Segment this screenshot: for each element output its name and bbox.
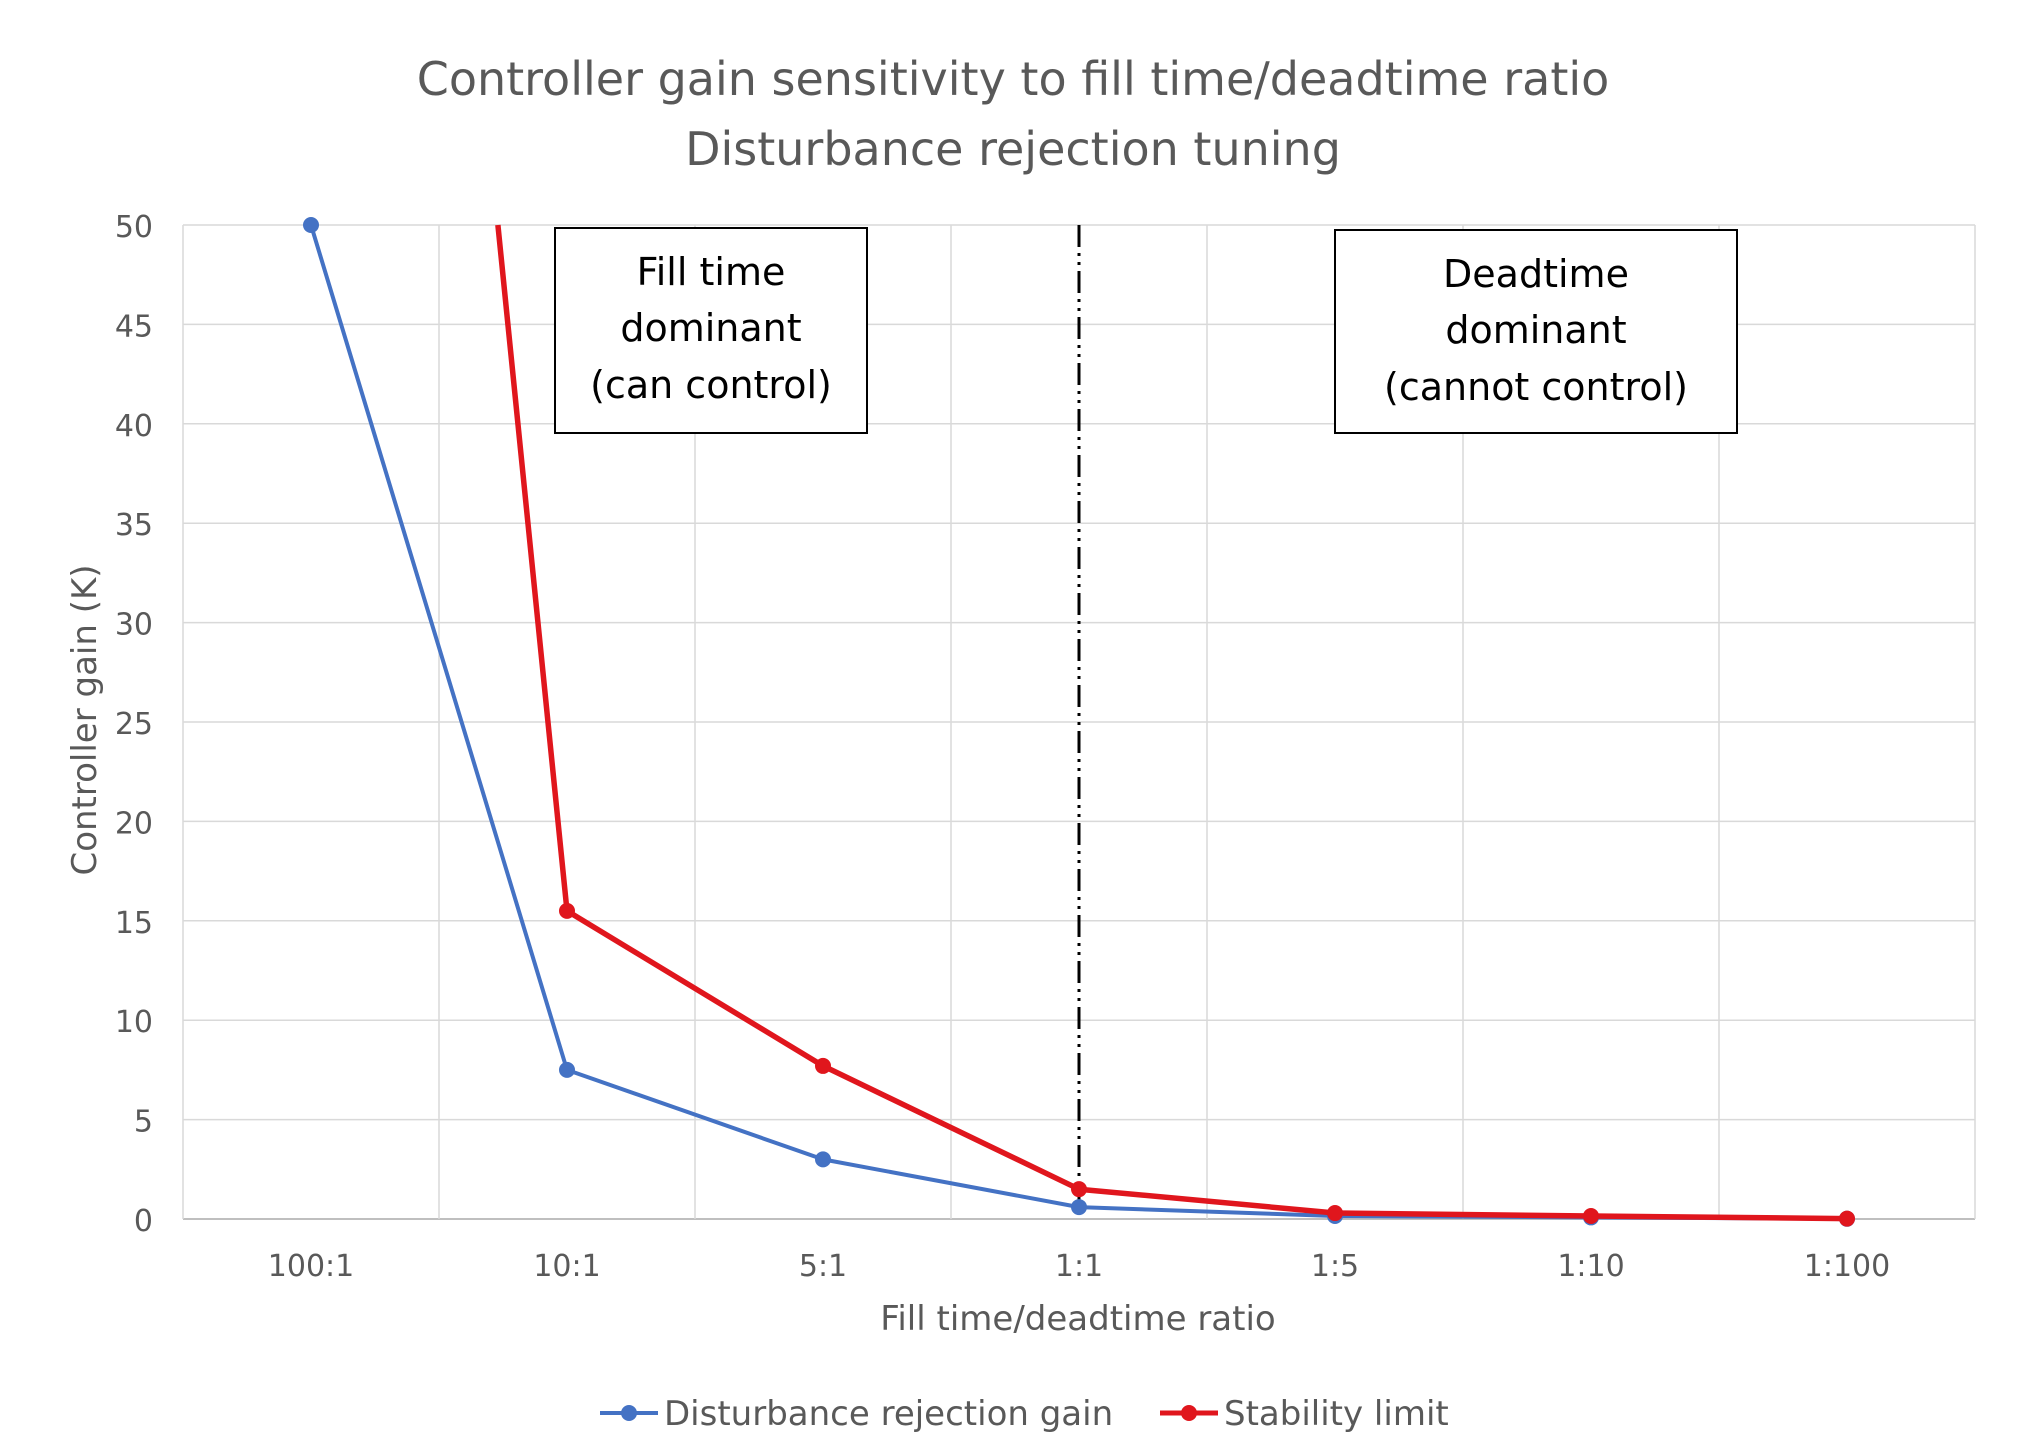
data-point-stability [1327,1205,1343,1222]
legend-label-disturbance: Disturbance rejection gain [664,1394,1113,1434]
series [303,217,1855,1227]
data-point-disturbance [815,1151,831,1168]
annotation-right-line1: Deadtime [1443,252,1629,296]
y-axis-title: Controller gain (K) [65,564,105,875]
data-point-disturbance [303,217,319,233]
annotation-left-line2: dominant [620,306,801,350]
y-tick-label: 20 [115,806,153,841]
y-tick-label: 30 [115,608,153,643]
data-point-stability [1839,1210,1855,1227]
annotation-left-line3: (can control) [590,363,832,407]
y-tick-label: 35 [115,508,153,543]
data-point-stability [559,902,575,919]
y-tick-label: 10 [115,1005,153,1040]
y-tick-label: 45 [115,309,153,344]
data-point-disturbance [559,1061,575,1078]
legend-label-stability: Stability limit [1224,1394,1449,1434]
y-tick-label: 50 [115,210,153,245]
chart-title-line1: Controller gain sensitivity to fill time… [417,52,1610,106]
y-tick-label: 40 [115,409,153,444]
chart-title-line2: Disturbance rejection tuning [685,122,1341,176]
x-tick-label: 10:1 [533,1249,600,1284]
data-point-disturbance [1071,1199,1087,1216]
data-point-stability [1583,1208,1599,1225]
legend-item-stability: Stability limit [1160,1394,1449,1434]
annotation-right-line2: dominant [1445,308,1626,352]
x-tick-label: 100:1 [268,1249,354,1284]
x-tick-label: 1:1 [1055,1249,1103,1284]
legend: Disturbance rejection gain Stability lim… [600,1394,1449,1434]
y-tick-label: 25 [115,707,153,742]
annotation-box-left: Fill time dominant (can control) [554,227,868,434]
data-point-stability [815,1057,831,1074]
y-tick-label: 5 [134,1105,153,1140]
annotation-right-line3: (cannot control) [1384,365,1688,409]
x-axis-title: Fill time/deadtime ratio [880,1299,1275,1339]
x-tick-label: 1:100 [1804,1249,1890,1284]
annotation-box-right: Deadtime dominant (cannot control) [1334,229,1738,434]
x-tick-label: 1:10 [1557,1249,1624,1284]
x-tick-label: 5:1 [799,1249,847,1284]
data-point-stability [1071,1181,1087,1198]
axes: 0 5 10 15 20 25 30 35 40 45 50 100:1 10:1 5:1 1:1 1:5 1:… [115,210,1890,1284]
y-tick-label: 15 [115,906,153,941]
x-tick-label: 1:5 [1311,1249,1359,1284]
y-tick-label: 0 [134,1204,153,1239]
legend-item-disturbance: Disturbance rejection gain [600,1394,1113,1434]
annotation-left-line1: Fill time [637,250,786,294]
